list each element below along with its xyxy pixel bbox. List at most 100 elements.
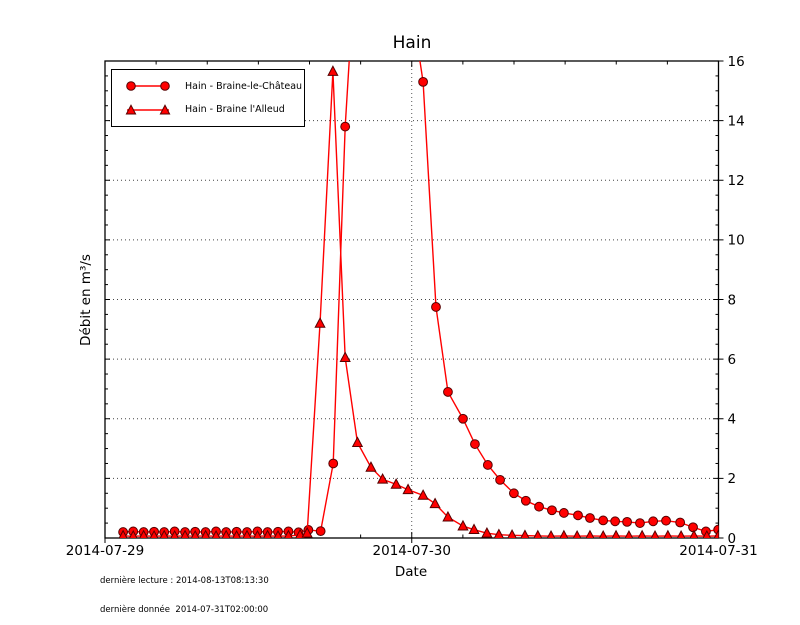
legend-entry-braine-l-alleud: Hain - Braine l'Alleud [122,103,304,117]
data-point-triangle [365,461,377,472]
last-data-text: dernière donnée 2014-07-31T02:00:00 [100,604,269,615]
data-point-circle [585,513,595,523]
data-point-triangle [221,529,231,538]
data-point-triangle [481,526,493,538]
data-point-circle [622,517,632,527]
data-point-triangle [637,529,647,538]
data-point-triangle [533,529,543,538]
data-point-circle [610,516,621,527]
y-tick-label: 12 [728,173,745,189]
data-point-triangle [624,529,634,538]
data-point-triangle [327,65,339,76]
data-point-triangle [689,529,699,538]
x-axis-label: Date [394,564,428,580]
x-tick-label: 2014-07-30 [373,543,451,559]
data-point-triangle [128,529,138,538]
data-point-triangle [351,436,364,447]
series-braine-l-alleud [118,65,719,538]
data-point-circle [635,518,645,528]
data-point-triangle [676,529,686,538]
data-point-triangle [180,529,190,538]
data-point-triangle [572,529,582,538]
data-point-circle [411,27,420,36]
data-point-circle [495,474,505,485]
gridlines [105,61,719,538]
data-point-circle [508,488,519,499]
y-tick-label: 8 [728,292,737,308]
legend: Hain - Braine-le-Château Hain - Braine l… [111,69,305,127]
data-point-triangle [263,529,272,538]
data-point-triangle [493,528,504,538]
legend-label: Hain - Braine-le-Château [185,80,303,92]
y-tick-label: 0 [728,531,737,547]
axis-ticks [104,60,724,543]
data-point-triangle [284,529,293,538]
data-point-triangle [457,519,469,531]
data-point-circle [470,439,480,449]
data-point-circle [443,387,453,397]
data-point-triangle [713,529,719,538]
data-point-triangle [611,529,621,538]
data-point-circle [688,522,698,533]
y-tick-label: 10 [728,233,745,249]
chart-title: Hain [392,33,432,53]
data-point-triangle [442,510,454,522]
data-point-circle [534,501,544,512]
data-point-circle [547,505,557,516]
data-point-circle [661,515,671,526]
legend-label: Hain - Braine l'Alleud [185,104,285,116]
data-point-triangle [520,529,530,538]
data-point-circle [598,515,609,526]
y-tick-label: 2 [728,471,737,487]
data-point-triangle [242,529,252,538]
data-point-circle [648,516,659,527]
data-point-circle [418,76,428,87]
data-point-triangle [585,529,595,538]
data-point-triangle [201,529,211,538]
data-point-triangle [339,351,351,363]
data-point-triangle [559,529,569,538]
data-point-triangle [273,529,283,538]
data-point-circle [348,0,357,6]
data-point-triangle [546,529,556,538]
data-point-triangle [139,529,149,538]
data-point-triangle [170,529,179,538]
data-point-triangle [314,317,326,328]
data-point-triangle [663,529,673,538]
data-point-triangle [376,472,389,484]
y-tick-label: 4 [728,412,737,428]
data-point-circle [328,458,339,469]
data-point-triangle [417,489,429,500]
data-point-triangle [429,497,441,509]
flow-chart: 0 2 4 6 8 10 12 14 16 2014-07-29 2014-07-30 2014-07… [66,0,758,559]
data-point-circle [573,510,583,521]
data-point-circle [431,302,441,312]
triangle-series-marker-icon [125,103,171,115]
data-point-triangle [253,529,262,538]
x-tick-label: 2014-07-29 [66,543,144,559]
data-point-triangle [190,529,200,538]
data-point-circle [315,526,326,537]
data-point-triangle [468,523,480,535]
data-point-triangle [301,526,313,538]
y-tick-label: 16 [728,54,745,70]
data-point-circle [458,413,468,424]
y-tick-label: 6 [728,352,737,368]
data-point-circle [558,508,569,518]
data-point-triangle [159,529,169,538]
data-point-circle [340,121,351,132]
plot-frame [104,60,720,539]
tick-labels: 0 2 4 6 8 10 12 14 16 2014-07-29 2014-07-30 2014-07… [66,54,758,559]
data-point-triangle [118,529,128,538]
circle-series-marker-icon [126,81,170,92]
data-point-circle [520,495,531,506]
data-point-triangle [295,528,305,538]
data-point-triangle [650,529,660,538]
data-point-triangle [232,529,241,538]
data-point-triangle [211,529,221,538]
data-point-circle [675,517,686,528]
data-point-circle [482,460,493,470]
data-point-triangle [702,529,712,538]
data-point-triangle [149,529,159,538]
data-point-triangle [402,483,414,495]
